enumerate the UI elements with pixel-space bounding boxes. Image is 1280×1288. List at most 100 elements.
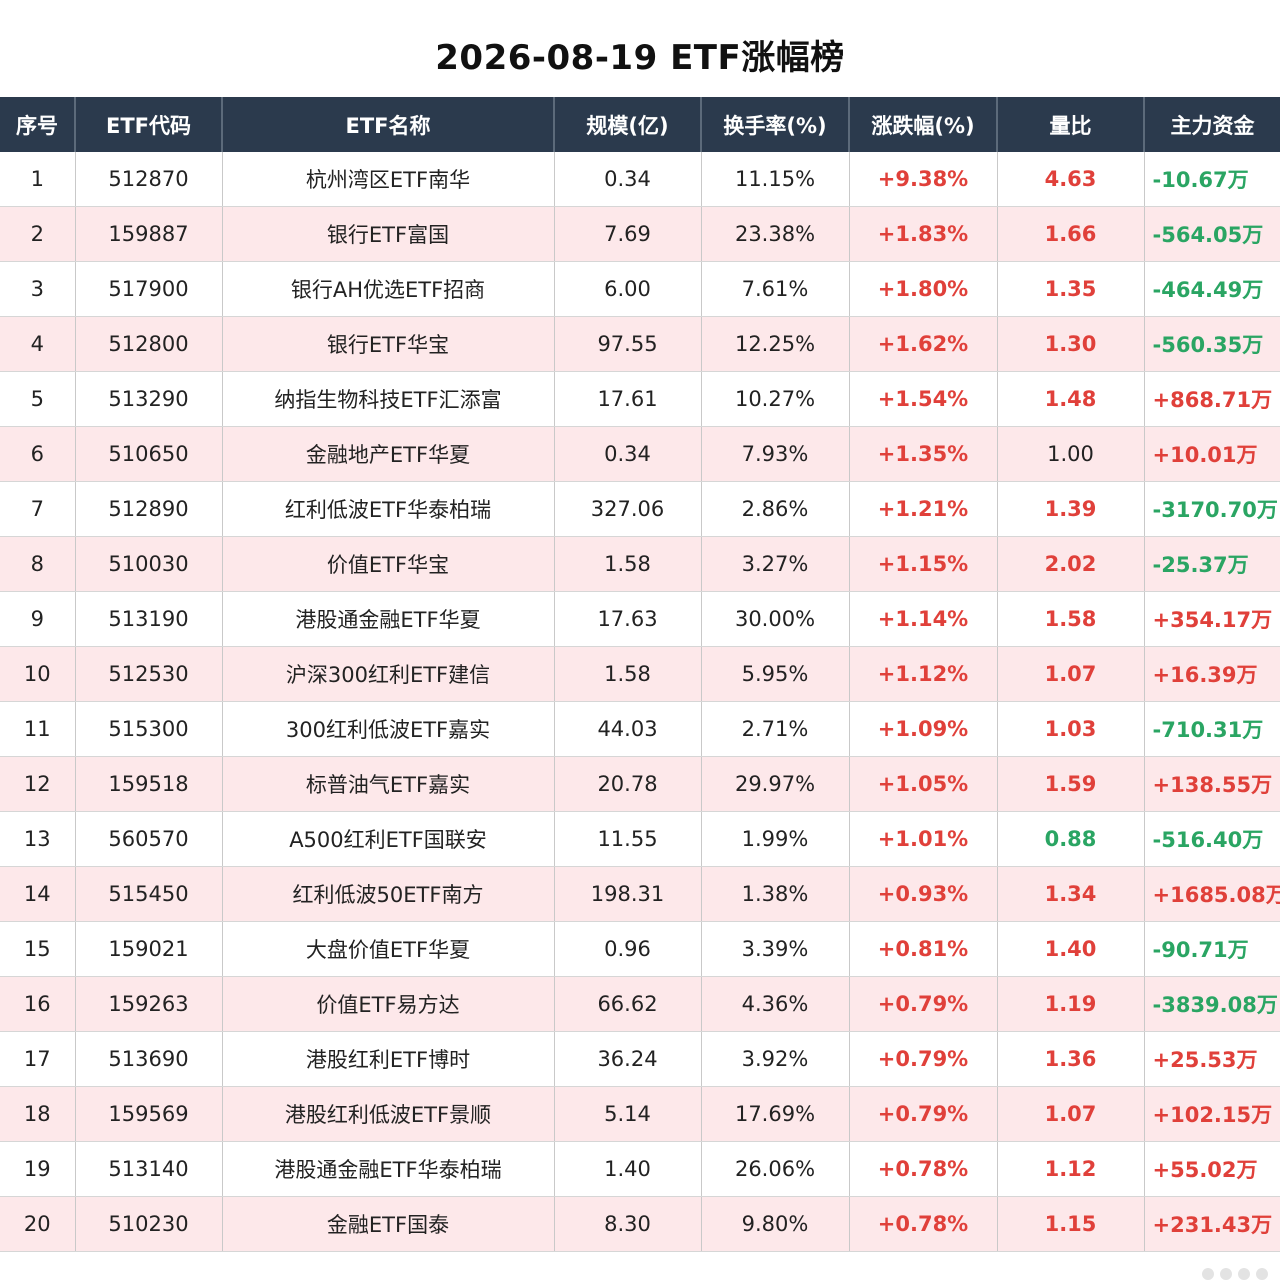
- cell-size: 7.69: [554, 206, 702, 262]
- cell-name: 标普油气ETF嘉实: [222, 756, 555, 812]
- cell-main-funds: -560.35万: [1144, 316, 1280, 372]
- cell-change: +0.79%: [849, 976, 998, 1032]
- table-row[interactable]: 19 513140 港股通金融ETF华泰柏瑞 1.40 26.06% +0.78% 1.12…: [0, 1141, 1280, 1197]
- cell-rank: 9: [0, 591, 76, 647]
- cell-size: 11.55: [554, 811, 702, 867]
- cell-name: 价值ETF易方达: [222, 976, 555, 1032]
- cell-code: 512890: [75, 481, 223, 537]
- col-header-main-funds[interactable]: 主力资金: [1144, 97, 1280, 152]
- table-row[interactable]: 12 159518 标普油气ETF嘉实 20.78 29.97% +1.05% 1.59 +1…: [0, 756, 1280, 812]
- table-row[interactable]: 11 515300 300红利低波ETF嘉实 44.03 2.71% +1.09% 1.03…: [0, 701, 1280, 757]
- cell-size: 0.34: [554, 152, 702, 207]
- table-row[interactable]: 18 159569 港股红利低波ETF景顺 5.14 17.69% +0.79% 1.07 +…: [0, 1086, 1280, 1142]
- col-header-name[interactable]: ETF名称: [222, 97, 555, 152]
- cell-rank: 11: [0, 701, 76, 757]
- cell-rank: 10: [0, 646, 76, 702]
- cell-code: 159569: [75, 1086, 223, 1142]
- cell-size: 327.06: [554, 481, 702, 537]
- cell-main-funds: +231.43万: [1144, 1196, 1280, 1252]
- cell-size: 0.96: [554, 921, 702, 977]
- cell-turnover: 2.71%: [701, 701, 850, 757]
- cell-main-funds: -25.37万: [1144, 536, 1280, 592]
- col-header-size[interactable]: 规模(亿): [554, 97, 702, 152]
- cell-name: 红利低波ETF华泰柏瑞: [222, 481, 555, 537]
- cell-turnover: 3.39%: [701, 921, 850, 977]
- cell-volume-ratio: 4.63: [997, 152, 1145, 207]
- cell-change: +1.83%: [849, 206, 998, 262]
- table-row[interactable]: 20 510230 金融ETF国泰 8.30 9.80% +0.78% 1.15 +231.4…: [0, 1196, 1280, 1252]
- cell-size: 17.61: [554, 371, 702, 427]
- table-row[interactable]: 9 513190 港股通金融ETF华夏 17.63 30.00% +1.14% 1.58 +3…: [0, 591, 1280, 647]
- cell-change: +0.79%: [849, 1086, 998, 1142]
- cell-main-funds: +55.02万: [1144, 1141, 1280, 1197]
- table-row[interactable]: 3 517900 银行AH优选ETF招商 6.00 7.61% +1.80% 1.35 -46…: [0, 261, 1280, 317]
- table-row[interactable]: 13 560570 A500红利ETF国联安 11.55 1.99% +1.01% 0.88…: [0, 811, 1280, 867]
- table-row[interactable]: 1 512870 杭州湾区ETF南华 0.34 11.15% +9.38% 4.63 -10.…: [0, 152, 1280, 207]
- table-row[interactable]: 15 159021 大盘价值ETF华夏 0.96 3.39% +0.81% 1.40 -90.…: [0, 921, 1280, 977]
- col-header-change[interactable]: 涨跌幅(%): [849, 97, 998, 152]
- table-row[interactable]: 7 512890 红利低波ETF华泰柏瑞 327.06 2.86% +1.21% 1.39-…: [0, 481, 1280, 537]
- cell-rank: 8: [0, 536, 76, 592]
- col-header-rank[interactable]: 序号: [0, 97, 76, 152]
- cell-change: +0.78%: [849, 1196, 998, 1252]
- cell-name: 沪深300红利ETF建信: [222, 646, 555, 702]
- cell-change: +1.80%: [849, 261, 998, 317]
- cell-code: 159518: [75, 756, 223, 812]
- cell-change: +1.01%: [849, 811, 998, 867]
- cell-rank: 20: [0, 1196, 76, 1252]
- cell-rank: 13: [0, 811, 76, 867]
- cell-rank: 7: [0, 481, 76, 537]
- cell-turnover: 1.99%: [701, 811, 850, 867]
- table-row[interactable]: 8 510030 价值ETF华宝 1.58 3.27% +1.15% 2.02 -25.37万: [0, 536, 1280, 592]
- cell-volume-ratio: 1.39: [997, 481, 1145, 537]
- cell-rank: 14: [0, 866, 76, 922]
- cell-volume-ratio: 1.59: [997, 756, 1145, 812]
- cell-code: 560570: [75, 811, 223, 867]
- table-row[interactable]: 6 510650 金融地产ETF华夏 0.34 7.93% +1.35% 1.00 +10.0…: [0, 426, 1280, 482]
- dot-icon: [1220, 1268, 1232, 1280]
- cell-rank: 1: [0, 152, 76, 207]
- cell-turnover: 2.86%: [701, 481, 850, 537]
- cell-code: 513690: [75, 1031, 223, 1087]
- cell-volume-ratio: 1.15: [997, 1196, 1145, 1252]
- cell-volume-ratio: 1.00: [997, 426, 1145, 482]
- table-row[interactable]: 10 512530 沪深300红利ETF建信 1.58 5.95% +1.12% 1.07 +…: [0, 646, 1280, 702]
- cell-turnover: 3.92%: [701, 1031, 850, 1087]
- cell-size: 20.78: [554, 756, 702, 812]
- cell-name: A500红利ETF国联安: [222, 811, 555, 867]
- cell-rank: 12: [0, 756, 76, 812]
- cell-name: 大盘价值ETF华夏: [222, 921, 555, 977]
- cell-rank: 3: [0, 261, 76, 317]
- table-header-row: 序号 ETF代码 ETF名称 规模(亿) 换手率(%) 涨跌幅(%) 量比 主力…: [0, 97, 1280, 152]
- table-row[interactable]: 14 515450 红利低波50ETF南方 198.31 1.38% +0.93% 1.34…: [0, 866, 1280, 922]
- cell-code: 513190: [75, 591, 223, 647]
- col-header-volume-ratio[interactable]: 量比: [997, 97, 1145, 152]
- cell-code: 513290: [75, 371, 223, 427]
- cell-name: 纳指生物科技ETF汇添富: [222, 371, 555, 427]
- dot-icon: [1238, 1268, 1250, 1280]
- cell-change: +1.15%: [849, 536, 998, 592]
- cell-volume-ratio: 2.02: [997, 536, 1145, 592]
- dot-icon: [1202, 1268, 1214, 1280]
- table-row[interactable]: 4 512800 银行ETF华宝 97.55 12.25% +1.62% 1.30 -560.…: [0, 316, 1280, 372]
- cell-name: 银行AH优选ETF招商: [222, 261, 555, 317]
- cell-name: 300红利低波ETF嘉实: [222, 701, 555, 757]
- cell-turnover: 30.00%: [701, 591, 850, 647]
- cell-size: 66.62: [554, 976, 702, 1032]
- cell-name: 金融地产ETF华夏: [222, 426, 555, 482]
- table-row[interactable]: 16 159263 价值ETF易方达 66.62 4.36% +0.79% 1.19 -383…: [0, 976, 1280, 1032]
- cell-name: 红利低波50ETF南方: [222, 866, 555, 922]
- table-row[interactable]: 2 159887 银行ETF富国 7.69 23.38% +1.83% 1.66 -564.0…: [0, 206, 1280, 262]
- table-row[interactable]: 17 513690 港股红利ETF博时 36.24 3.92% +0.79% 1.36 +25…: [0, 1031, 1280, 1087]
- table-row[interactable]: 5 513290 纳指生物科技ETF汇添富 17.61 10.27% +1.54% 1.48…: [0, 371, 1280, 427]
- col-header-code[interactable]: ETF代码: [75, 97, 223, 152]
- cell-main-funds: -90.71万: [1144, 921, 1280, 977]
- cell-rank: 19: [0, 1141, 76, 1197]
- cell-change: +1.21%: [849, 481, 998, 537]
- col-header-turnover[interactable]: 换手率(%): [701, 97, 850, 152]
- cell-volume-ratio: 1.35: [997, 261, 1145, 317]
- cell-main-funds: +102.15万: [1144, 1086, 1280, 1142]
- cell-turnover: 7.61%: [701, 261, 850, 317]
- cell-name: 银行ETF富国: [222, 206, 555, 262]
- cell-code: 515300: [75, 701, 223, 757]
